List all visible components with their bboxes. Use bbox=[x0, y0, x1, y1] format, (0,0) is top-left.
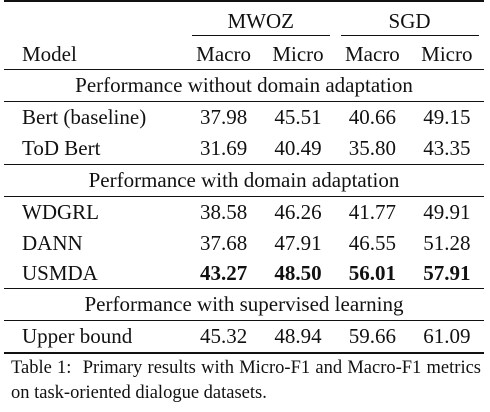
column-header-mwoz-macro: Macro bbox=[196, 41, 251, 66]
row-model-name: Upper bound bbox=[4, 320, 187, 354]
row-value-best: 43.27 bbox=[199, 260, 248, 285]
row-value: 38.58 bbox=[186, 196, 261, 228]
section-title: Performance with supervised learning bbox=[4, 288, 484, 321]
table-row: WDGRL 38.58 46.26 41.77 49.91 bbox=[4, 196, 484, 228]
row-value: 43.35 bbox=[423, 136, 471, 160]
row-model-name: Bert (baseline) bbox=[4, 101, 187, 133]
header-empty-cell bbox=[4, 0, 187, 39]
caption-text: Primary results with Micro-F1 and Macro-… bbox=[11, 358, 481, 403]
row-value: 35.80 bbox=[348, 136, 397, 160]
column-header-model: Model bbox=[22, 41, 77, 66]
section-title: Performance with domain adaptation bbox=[4, 164, 484, 197]
row-value: 49.91 bbox=[409, 196, 484, 228]
table-row-best: USMDA 43.27 48.50 56.01 57.91 bbox=[4, 258, 484, 289]
section-header-row: Performance with domain adaptation bbox=[4, 164, 484, 197]
group-header-sgd-cell: SGD bbox=[335, 0, 484, 39]
row-value: 41.77 bbox=[335, 196, 410, 228]
row-value-best: 57.91 bbox=[423, 260, 471, 285]
row-model-name: ToD Bert bbox=[22, 136, 101, 160]
column-header-sgd-macro: Macro bbox=[345, 41, 400, 66]
row-value: 48.94 bbox=[260, 320, 336, 354]
row-value: 46.26 bbox=[260, 196, 336, 228]
group-header-row: MWOZ SGD bbox=[4, 0, 484, 39]
group-header-sgd: SGD bbox=[340, 11, 479, 36]
row-value-best: 56.01 bbox=[348, 260, 397, 285]
table-caption: Table 1: Primary results with Micro-F1 a… bbox=[11, 356, 481, 406]
row-model-name: DANN bbox=[22, 230, 83, 255]
row-value: 37.98 bbox=[186, 101, 261, 133]
row-value-best: 48.50 bbox=[274, 260, 322, 285]
caption-label: Table 1: bbox=[11, 358, 72, 378]
table-row: Upper bound 45.32 48.94 59.66 61.09 bbox=[4, 320, 484, 354]
table-row: ToD Bert 31.69 40.49 35.80 43.35 bbox=[4, 133, 484, 165]
group-header-mwoz-cell: MWOZ bbox=[186, 0, 336, 39]
row-value: 31.69 bbox=[199, 136, 248, 160]
row-value: 49.15 bbox=[409, 101, 484, 133]
row-value: 45.51 bbox=[260, 101, 336, 133]
section-header-row: Performance without domain adaptation bbox=[4, 69, 484, 102]
row-value: 61.09 bbox=[409, 320, 484, 354]
results-table: MWOZ SGD Model Macro Micro Macro Micro P… bbox=[4, 0, 484, 354]
section-header-row: Performance with supervised learning bbox=[4, 288, 484, 321]
row-model-name: WDGRL bbox=[4, 196, 187, 228]
column-header-sgd-micro: Micro bbox=[421, 41, 473, 66]
row-value: 37.68 bbox=[199, 230, 248, 255]
column-header-row: Model Macro Micro Macro Micro bbox=[4, 39, 484, 70]
row-value: 59.66 bbox=[335, 320, 410, 354]
row-model-name: USMDA bbox=[22, 260, 98, 285]
table-row: DANN 37.68 47.91 46.55 51.28 bbox=[4, 228, 484, 258]
row-value: 40.49 bbox=[274, 136, 322, 160]
section-title: Performance without domain adaptation bbox=[4, 69, 484, 102]
row-value: 46.55 bbox=[348, 230, 397, 255]
row-value: 45.32 bbox=[186, 320, 261, 354]
column-header-mwoz-micro: Micro bbox=[272, 41, 324, 66]
row-value: 40.66 bbox=[335, 101, 410, 133]
table-row: Bert (baseline) 37.98 45.51 40.66 49.15 bbox=[4, 101, 484, 133]
row-value: 51.28 bbox=[423, 230, 471, 255]
group-header-mwoz: MWOZ bbox=[191, 11, 330, 36]
results-table-container: MWOZ SGD Model Macro Micro Macro Micro P… bbox=[4, 0, 484, 354]
row-value: 47.91 bbox=[274, 230, 322, 255]
